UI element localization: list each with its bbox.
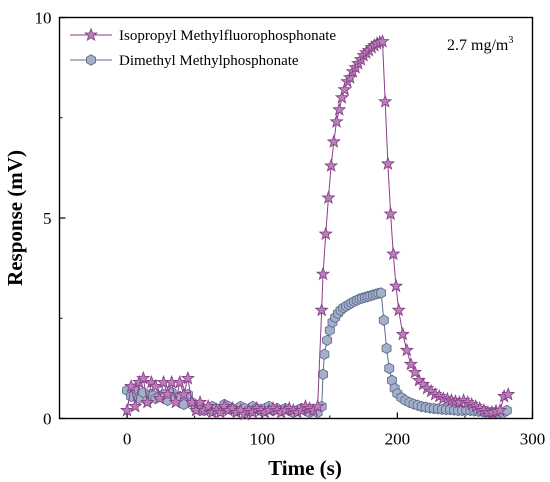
data-point-star <box>326 134 341 148</box>
data-point-star <box>148 378 163 393</box>
data-point-star <box>375 34 390 48</box>
data-point-star <box>119 402 135 417</box>
y-axis-title: Response (mV) <box>3 150 27 286</box>
data-point-star <box>180 370 196 385</box>
x-axis-title: Time (s) <box>268 456 342 480</box>
series-line <box>126 40 509 416</box>
x-tick-label: 200 <box>385 430 411 449</box>
data-point-star <box>140 394 155 409</box>
legend-label-ipmfp: Isopropyl Methylfluorophosphonate <box>119 28 336 44</box>
data-point-star <box>334 90 350 104</box>
data-point-star <box>337 82 352 96</box>
data-point-hexagon <box>322 334 333 347</box>
y-tick-label: 5 <box>43 209 52 228</box>
data-point-hexagon <box>384 362 395 375</box>
data-point-star <box>168 394 183 409</box>
data-point-star <box>391 302 406 317</box>
data-point-star <box>407 364 423 379</box>
data-point-star <box>380 156 396 170</box>
legend-star-icon <box>83 27 99 42</box>
legend-hexagon-icon <box>86 54 96 66</box>
legend-label-dmmp: Dimethyl Methylphosphonate <box>119 53 299 69</box>
series-layer <box>119 34 516 421</box>
data-point-star <box>315 266 331 281</box>
data-point-star <box>329 114 344 128</box>
data-point-star <box>386 246 401 261</box>
y-tick-label: 10 <box>35 9 52 28</box>
series-ipmfp <box>119 34 516 421</box>
data-point-hexagon <box>319 348 330 361</box>
data-point-star <box>403 356 418 371</box>
data-point-star <box>136 370 151 385</box>
data-point-star <box>160 386 175 401</box>
data-point-star <box>318 226 333 241</box>
data-point-star <box>501 386 516 401</box>
data-point-hexagon <box>376 287 387 299</box>
data-point-star <box>383 206 398 221</box>
legend: Isopropyl Methylfluorophosphonate Dimeth… <box>70 27 336 69</box>
x-tick-label: 0 <box>123 430 132 449</box>
data-point-star <box>152 390 167 405</box>
x-tick-label: 300 <box>520 430 546 449</box>
y-tick-label: 0 <box>43 410 52 429</box>
data-point-star <box>310 398 325 413</box>
x-tick-label: 100 <box>249 430 275 449</box>
data-point-star <box>388 278 404 293</box>
data-point-star <box>321 190 336 205</box>
data-point-star <box>399 342 414 357</box>
star-marker <box>83 27 99 42</box>
axis-ticks: 0 100 200 300 0 5 10 <box>35 9 546 449</box>
concentration-superscript: 3 <box>508 35 513 46</box>
data-point-star <box>128 398 143 413</box>
data-point-star <box>124 378 139 393</box>
data-point-hexagon <box>381 342 392 355</box>
data-point-hexagon <box>378 314 389 326</box>
data-point-star <box>172 374 187 389</box>
data-point-star <box>176 386 191 401</box>
data-point-star <box>378 94 393 108</box>
data-point-star <box>332 102 347 116</box>
data-point-star <box>192 394 208 409</box>
plot-frame <box>58 16 534 420</box>
data-point-star <box>201 398 216 413</box>
data-point-star <box>492 402 508 417</box>
concentration-text: 2.7 mg/m <box>447 37 509 54</box>
data-point-star <box>314 302 329 317</box>
data-point-star <box>395 326 410 341</box>
data-point-hexagon <box>501 404 512 417</box>
hexagon-marker <box>86 54 96 66</box>
data-point-hexagon <box>318 368 328 381</box>
concentration-annotation: 2.7 mg/m3 <box>447 35 513 54</box>
data-point-star <box>324 158 339 172</box>
